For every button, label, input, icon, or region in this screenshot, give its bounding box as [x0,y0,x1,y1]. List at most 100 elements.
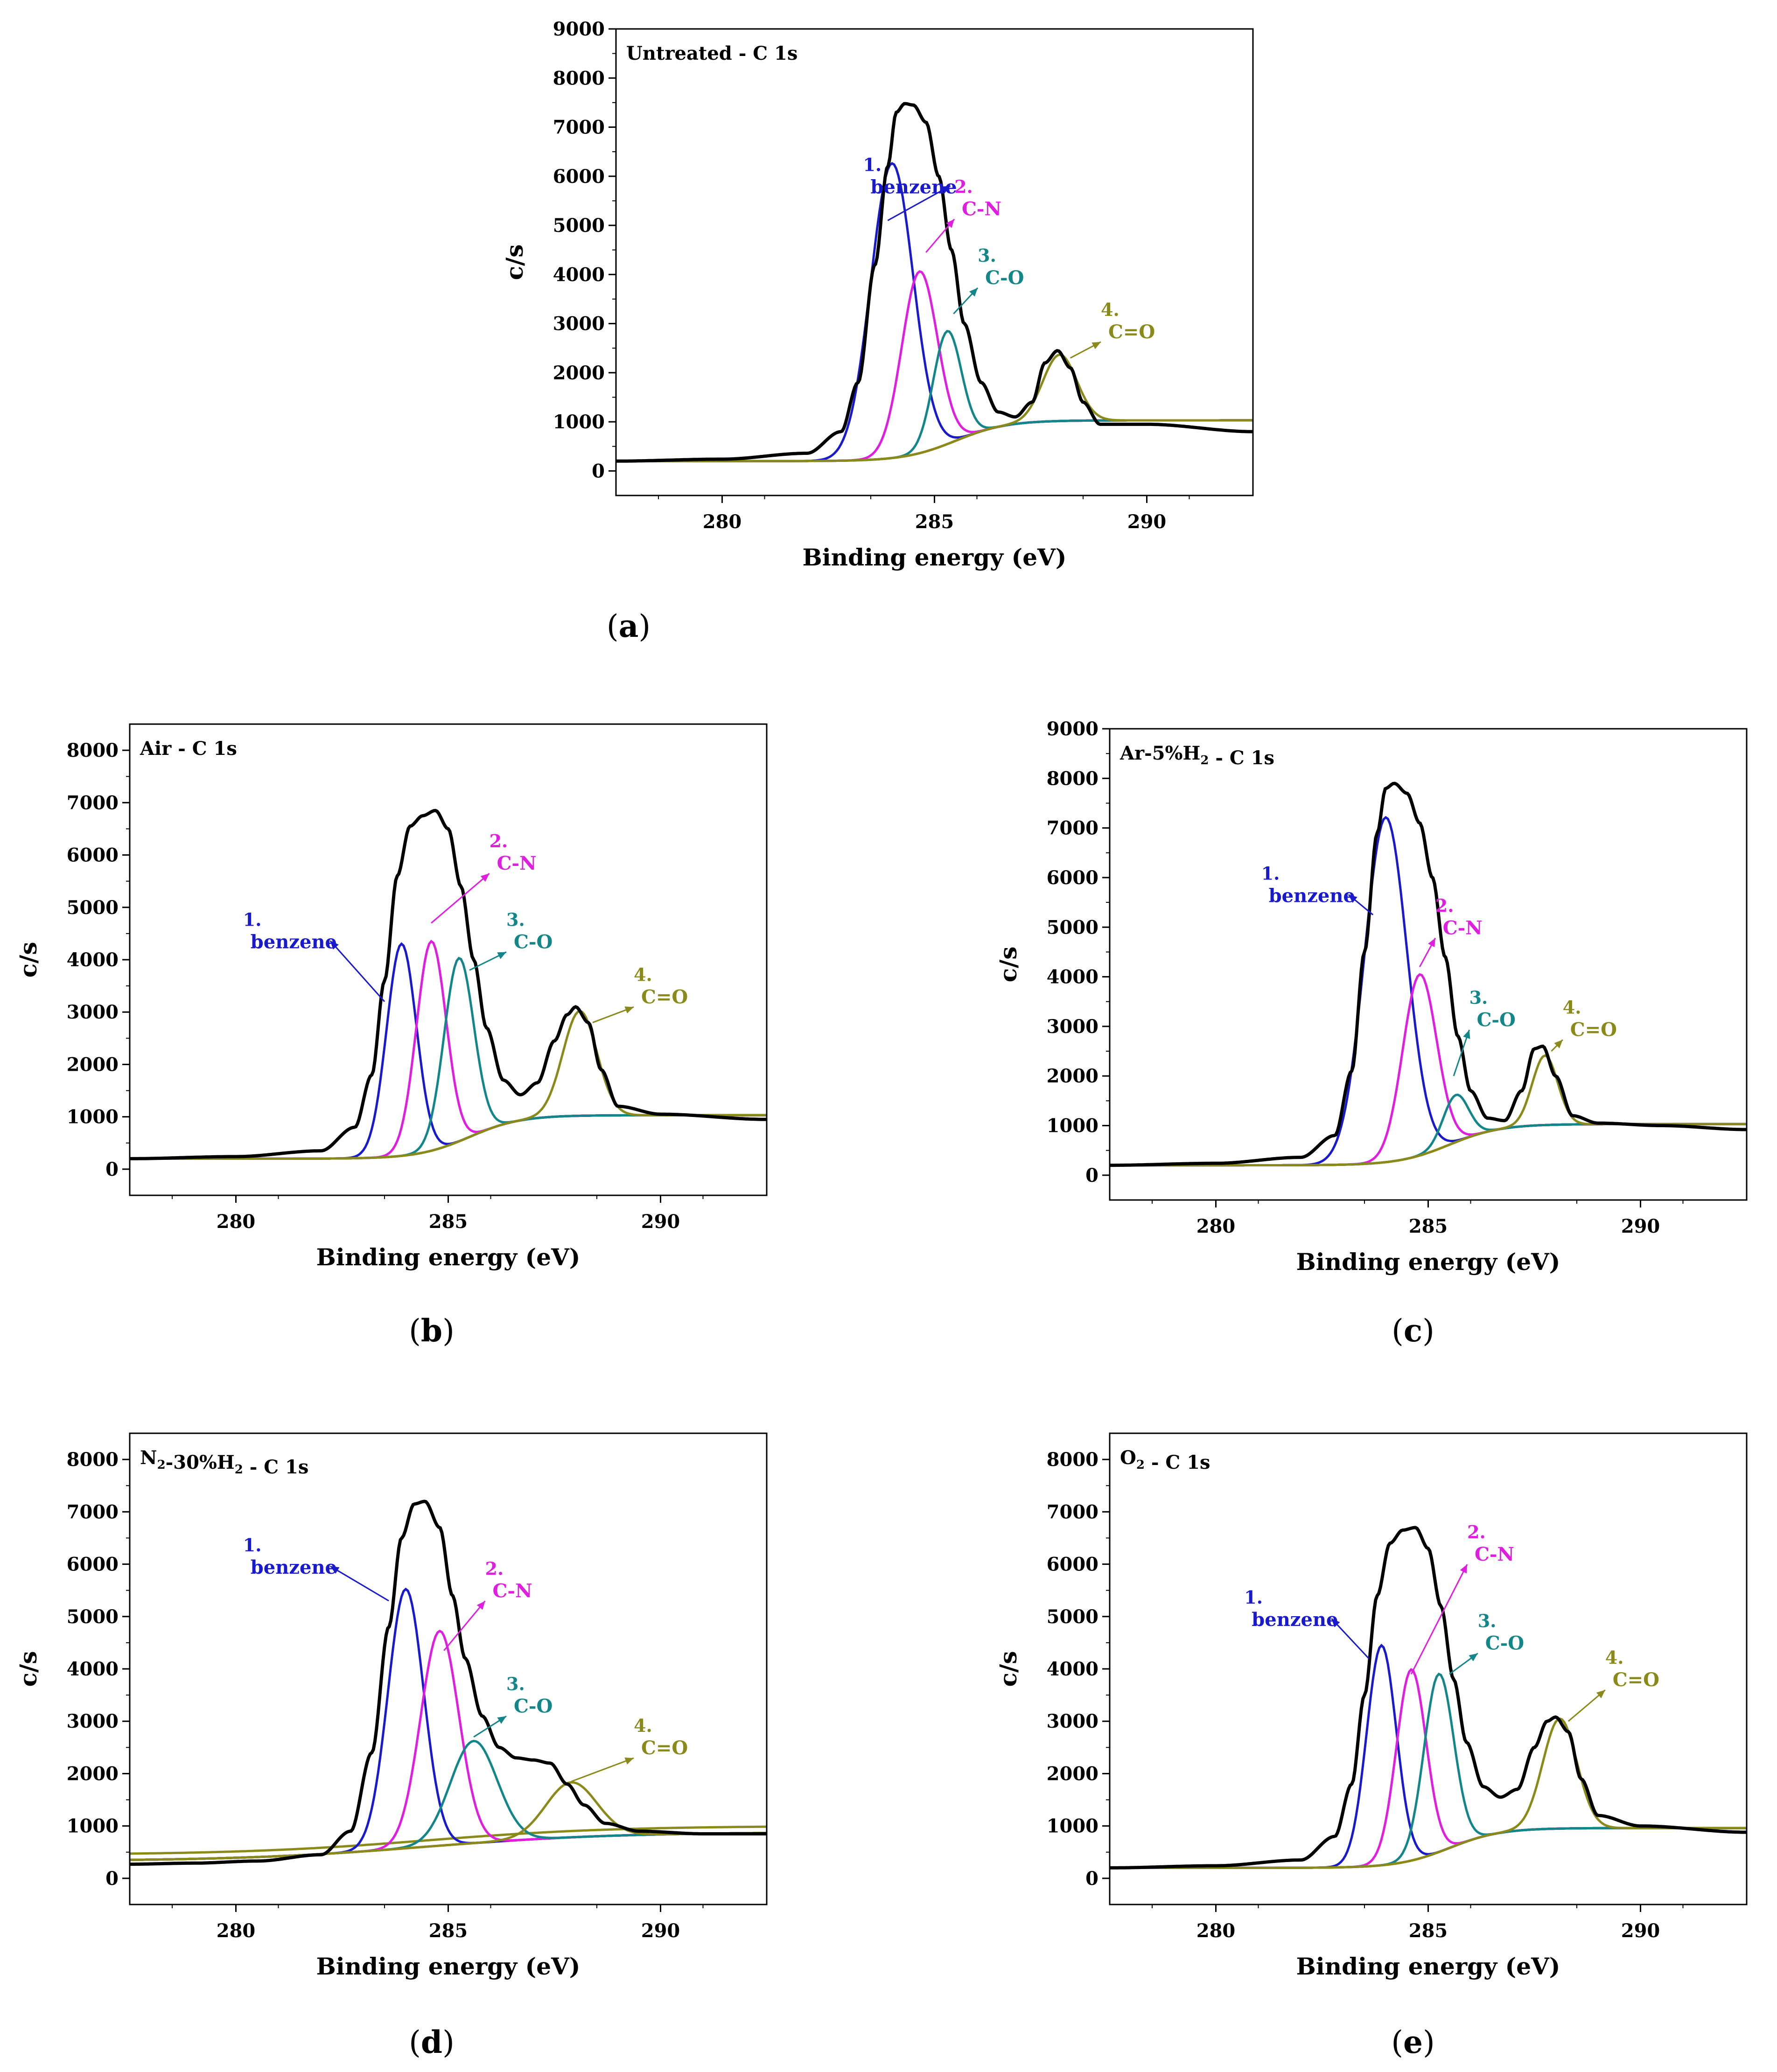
peak-label-name: C=O [1613,1669,1659,1691]
background-line-2 [1110,1123,1747,1167]
x-tick-label: 285 [429,1920,468,1942]
x-tick-label: 285 [1409,1215,1448,1237]
caption-letter: d [421,2024,442,2060]
peak3-co-line [1110,1672,1747,1869]
x-tick-label: 290 [641,1211,680,1233]
caption-close: ) [442,1313,455,1349]
peak4-c-double-o-line [1110,1717,1747,1869]
peak-label-name: C-O [1477,1009,1516,1031]
peak-label-name: benzene [251,931,337,953]
panel-c: 0 1000 2000 3000 4000 5000 6000 7000 8000 9000 280… [994,718,1748,1349]
envelope-line [130,1500,767,1866]
plot-area [1110,781,1747,1167]
peak-label-name: benzene [1269,885,1355,907]
caption-letter: e [1403,2024,1423,2060]
peak-label-name: C=O [641,986,688,1008]
peak-label-arrowhead [497,952,506,959]
envelope-line [616,102,1253,463]
plot-area [1110,1526,1747,1870]
title-part: N [140,1447,157,1469]
peak-label-name: C-O [514,1695,553,1717]
peak-label-arrowhead [330,1566,340,1574]
x-tick-label: 285 [915,511,954,533]
caption-letter: b [421,1312,442,1349]
x-tick-label: 285 [429,1211,468,1233]
y-tick-label: 0 [1085,1165,1098,1186]
y-tick-label: 7000 [67,792,119,814]
peak-label-arrowhead [1091,342,1101,349]
y-tick-label: 8000 [553,67,605,89]
peak-label-number: 4. [634,964,652,985]
peak2-cn-line [616,270,1253,462]
y-tick-label: 8000 [1047,1449,1098,1471]
panel-e: 0 1000 2000 3000 4000 5000 6000 7000 8000 280 285 2… [994,1432,1748,2060]
y-tick-label: 3000 [67,1001,119,1023]
x-axis-label: Binding energy (eV) [1296,1953,1560,1980]
y-tick-label: 7000 [1047,817,1098,839]
peak-label-leader [1331,1618,1370,1659]
y-tick-label: 1000 [1047,1115,1098,1137]
y-tick-label: 2000 [1047,1065,1098,1087]
y-tick-label: 3000 [1047,1710,1098,1732]
peak2-cn-line [1110,973,1747,1167]
y-tick-label: 3000 [553,313,605,335]
caption-close: ) [638,608,651,644]
y-tick-label: 4000 [1047,1658,1098,1680]
peak-label-leader [443,1600,486,1651]
peak-label-name: C-N [1443,917,1483,939]
y-axis-label: c/s [14,1651,42,1687]
peak1-benzene-line [130,942,767,1160]
peak-label-number: 4. [1101,299,1119,320]
peak3-co-line [616,329,1253,462]
panel-a: 0 1000 2000 3000 4000 5000 6000 7000 8000 9000 280… [501,18,1254,644]
peak-label-arrowhead [1348,894,1357,903]
y-axis-label: c/s [14,942,42,978]
x-tick-label: 290 [641,1920,680,1942]
y-tick-label: 8000 [67,1449,119,1471]
peak-label-number: 2. [954,176,973,197]
plot-area [130,1500,767,1866]
peak-label-name: C-N [497,852,537,874]
x-tick-label: 280 [1196,1215,1236,1237]
peak-label-number: 3. [506,909,525,930]
peak-label-number: 3. [1478,1611,1497,1632]
caption-open: ( [1392,1313,1404,1349]
peak-label-leader [431,873,490,924]
peak-annotations: 1.benzene 2.C-N 3.C-O 4.C=O [243,1535,688,1782]
caption-close: ) [442,2024,455,2060]
peak4-c-double-o-line [616,353,1253,462]
y-tick-label: 6000 [67,1554,119,1576]
y-tick-label: 4000 [67,1658,119,1680]
peak-label-number: 4. [634,1715,652,1736]
title-part: O [1120,1447,1136,1469]
y-tick-label: 4000 [553,264,605,286]
x-axis-label: Binding energy (eV) [803,544,1067,571]
panel-title: Untreated - C 1s [626,42,798,64]
peak-annotations: 1.benzene 2.C-N 3.C-O 4.C=O [1261,863,1617,1076]
peak2-cn-line [1110,1667,1747,1869]
peak-label-number: 3. [1469,987,1488,1008]
peak-label-number: 1. [243,909,262,930]
plot-area [616,102,1253,463]
title-part: - C 1s [1145,1451,1210,1473]
peak2-cn-line [130,940,767,1160]
y-tick-label: 6000 [67,844,119,866]
title-part: - C 1s [1209,747,1274,769]
panel-caption: (b) [409,1312,455,1349]
peak-label-name: C-O [1485,1632,1524,1654]
peak-label-number: 4. [1563,997,1581,1018]
caption-open: ( [607,608,619,644]
peak-label-leader [330,1565,389,1602]
peak-label-arrowhead [1596,1690,1605,1698]
peak-label-name: C-N [493,1580,532,1602]
peak-label-number: 2. [485,1558,504,1579]
panel-title: Air - C 1s [140,738,237,760]
plot-frame [1109,728,1748,1201]
y-tick-label: 9000 [553,18,605,40]
peak-label-name: C=O [641,1737,688,1759]
panel-title: N2-30%H2 - C 1s [140,1447,308,1478]
peak-label-number: 2. [1435,895,1454,916]
peak-label-name: C-O [985,267,1024,289]
panel-title: Ar-5%H2 - C 1s [1119,742,1274,769]
